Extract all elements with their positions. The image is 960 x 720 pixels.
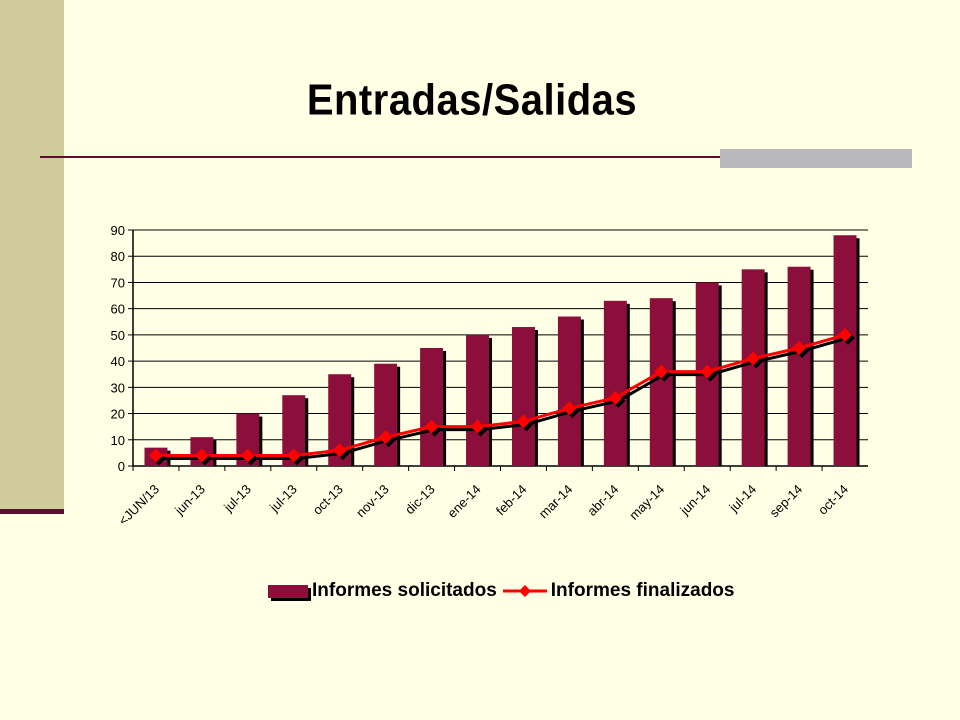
bar [328,374,352,466]
y-tick-label: 0 [118,459,125,474]
bar [236,413,260,466]
line-marker [562,401,577,416]
y-tick-label: 50 [111,328,125,343]
x-tick-label: jun-13 [171,482,208,519]
y-tick-label: 10 [111,433,125,448]
x-tick-label: jul-14 [725,482,759,516]
y-tick-label: 30 [111,380,125,395]
legend-label-solicitados: Informes solicitados [312,580,497,601]
line-marker [286,448,301,463]
title-divider-accent [720,149,912,168]
bar [833,235,857,466]
x-tick-label: ene-14 [444,482,483,521]
x-tick-label: oct-14 [815,482,851,518]
bar [466,334,490,466]
y-tick-label: 60 [111,302,125,317]
line-series [155,333,846,458]
bar [420,348,444,466]
left-accent-band [0,0,64,512]
x-tick-label: jun-14 [676,482,713,519]
line-marker [378,430,393,445]
slide-title: Entradas/Salidas [306,75,638,125]
bar [741,269,765,466]
y-tick-label: 80 [111,249,125,264]
y-tick-label: 70 [111,275,125,290]
line-marker [838,327,853,342]
bar [374,363,398,466]
x-tick-label: dic-13 [402,482,438,518]
line-marker [516,414,531,429]
x-tick-label: nov-13 [353,482,392,521]
bar [511,327,535,466]
x-tick-label: abr-14 [584,482,621,519]
line-marker [608,390,623,405]
y-tick-label: 40 [111,354,125,369]
line-marker [746,351,761,366]
line-marker [470,419,485,434]
line-marker [792,341,807,355]
x-tick-label: oct-13 [310,482,346,518]
bar [603,300,627,466]
x-tick-label: <JUN/13 [115,482,162,529]
legend-line-swatch [502,585,547,597]
line-marker [700,364,715,379]
bar [649,298,673,466]
x-tick-label: jul-13 [220,482,254,516]
x-tick-label: mar-14 [536,482,576,522]
title-divider [40,156,912,158]
line-marker [332,443,347,458]
legend-item-finalizados: Informes finalizados [502,580,735,602]
legend-bar-swatch [268,584,308,598]
x-tick-label: feb-14 [493,482,530,519]
line-marker [194,448,209,463]
line-marker [148,448,163,463]
chart-legend: Informes solicitados Informes finalizado… [268,578,734,604]
x-tick-label: jul-13 [266,482,300,516]
bar [282,395,306,466]
legend-label-finalizados: Informes finalizados [550,580,735,601]
bar [787,266,811,466]
left-accent-rule [0,509,64,514]
bar [557,316,581,466]
line-marker [240,448,255,463]
x-tick-label: may-14 [626,482,667,523]
x-tick-label: sep-14 [767,482,806,521]
line-marker [424,419,439,434]
y-tick-label: 20 [111,407,125,422]
y-tick-label: 90 [111,223,125,238]
line-shadow [158,336,849,461]
line-marker [654,364,669,379]
legend-item-solicitados: Informes solicitados [268,580,497,602]
